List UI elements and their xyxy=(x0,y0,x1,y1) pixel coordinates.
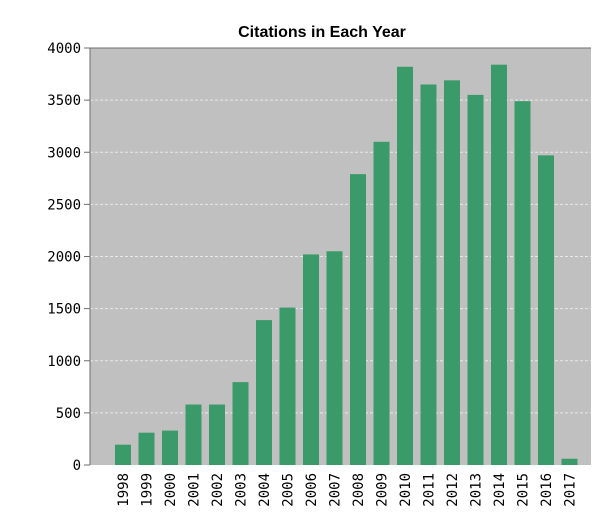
bar-2012 xyxy=(444,80,460,465)
x-tick-label-1998: 1998 xyxy=(116,473,132,507)
x-tick-label-2014: 2014 xyxy=(492,473,508,507)
x-tick-label-2007: 2007 xyxy=(328,473,344,507)
x-tick-label-2002: 2002 xyxy=(210,473,226,507)
y-tick-label: 500 xyxy=(56,406,81,422)
bar-2007 xyxy=(326,251,343,465)
bar-2002 xyxy=(209,404,225,465)
bar-2004 xyxy=(256,320,272,465)
x-tick-label-2012: 2012 xyxy=(445,473,461,507)
y-tick-label: 4000 xyxy=(47,41,81,57)
bar-2000 xyxy=(162,430,178,465)
x-tick-label-2010: 2010 xyxy=(398,473,414,507)
y-tick-label: 2500 xyxy=(47,197,81,213)
bar-2006 xyxy=(303,254,319,465)
bar-2016 xyxy=(538,155,554,465)
bar-2011 xyxy=(420,84,437,466)
y-tick-label: 1500 xyxy=(47,302,81,318)
x-tick-label-2006: 2006 xyxy=(304,473,320,507)
bar-1998 xyxy=(115,444,131,465)
y-tick-label: 3000 xyxy=(47,145,81,161)
bar-2010 xyxy=(397,66,413,465)
bar-2013 xyxy=(467,94,484,465)
x-tick-label-2008: 2008 xyxy=(351,473,367,507)
x-tick-label-2000: 2000 xyxy=(163,473,179,507)
x-tick-label-1999: 1999 xyxy=(140,473,156,507)
x-tick-label-2016: 2016 xyxy=(539,473,555,507)
x-tick-label-2009: 2009 xyxy=(375,473,391,507)
x-tick-label-2003: 2003 xyxy=(234,473,250,507)
y-tick-label: 1000 xyxy=(47,354,81,370)
bar-2005 xyxy=(279,307,296,465)
bar-2014 xyxy=(491,64,507,466)
x-tick-label-2013: 2013 xyxy=(469,473,485,507)
x-tick-label-2011: 2011 xyxy=(422,473,438,507)
bar-2017 xyxy=(561,458,578,465)
bar-2015 xyxy=(514,101,531,465)
y-tick-label: 2000 xyxy=(47,250,81,266)
y-tick-label: 0 xyxy=(73,458,81,474)
y-tick-label: 3500 xyxy=(47,93,81,109)
x-tick-label-2001: 2001 xyxy=(187,473,203,507)
x-tick-label-2017: 2017 xyxy=(563,473,579,507)
bar-2008 xyxy=(350,174,366,465)
bars xyxy=(115,64,578,466)
x-tick-label-2004: 2004 xyxy=(257,473,273,507)
y-axis-ticks: 0 500 1000 1500 2000 2500 3000 3500 4000 xyxy=(47,41,90,474)
bar-2009 xyxy=(373,141,390,465)
x-axis-ticks: 1998 1999 2000 2001 2002 2003 2004 2005 2006 2007… xyxy=(116,473,579,507)
x-tick-label-2015: 2015 xyxy=(516,473,532,507)
bar-2003 xyxy=(232,382,249,465)
chart-title: Citations in Each Year xyxy=(238,24,406,41)
bar-2001 xyxy=(185,404,202,465)
x-tick-label-2005: 2005 xyxy=(281,473,297,507)
bar-1999 xyxy=(138,432,155,465)
